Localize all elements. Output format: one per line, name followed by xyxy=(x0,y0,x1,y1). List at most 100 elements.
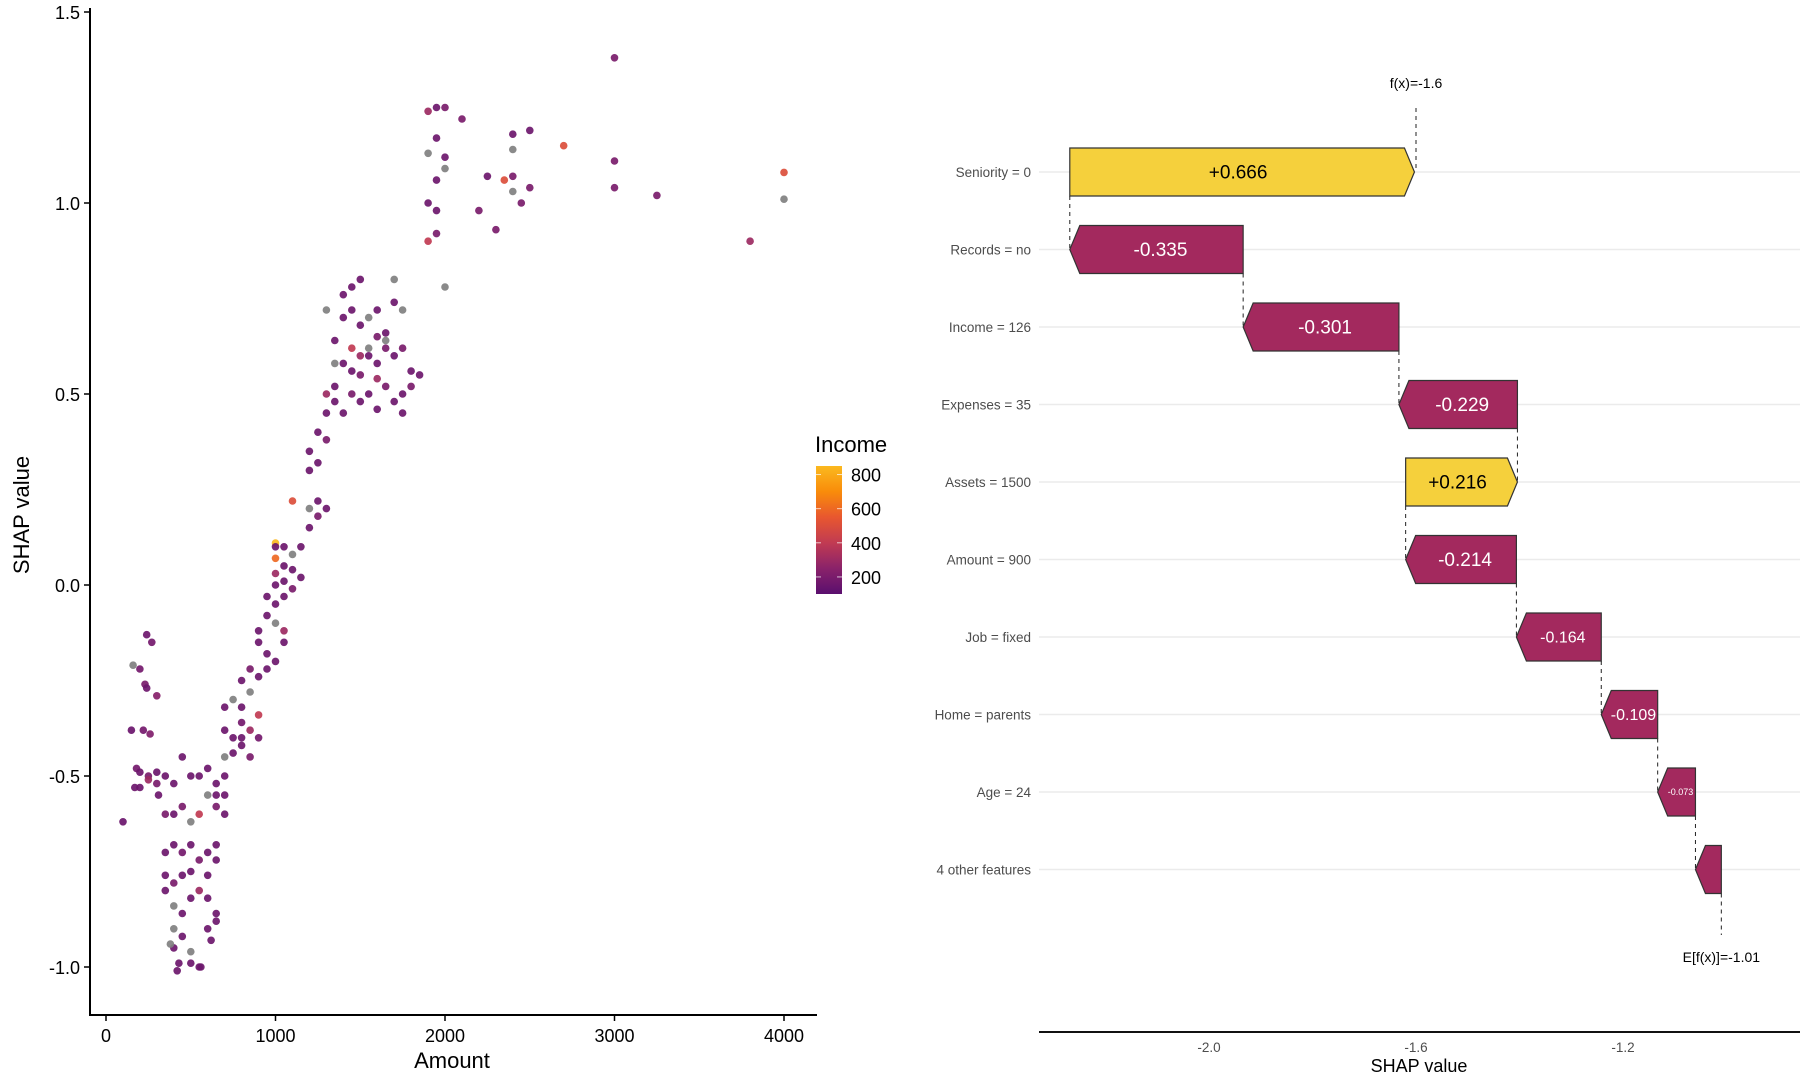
fx-annotation: f(x)=-1.6 xyxy=(1390,75,1443,91)
scatter-point xyxy=(509,172,517,181)
scatter-point xyxy=(364,344,373,353)
colorbar-tick-label: 400 xyxy=(851,534,881,554)
scatter-point xyxy=(136,665,144,673)
waterfall-feature-label: 4 other features xyxy=(936,863,1031,878)
waterfall-bar-label: +0.216 xyxy=(1428,473,1487,494)
scatter-point xyxy=(314,497,322,505)
scatter-point xyxy=(161,886,170,895)
scatter-point xyxy=(127,726,136,734)
waterfall-feature-label: Expenses = 35 xyxy=(941,398,1031,413)
scatter-point xyxy=(173,967,181,975)
scatter-point xyxy=(212,791,220,799)
scatter-point xyxy=(373,374,382,383)
scatter-point xyxy=(271,569,280,578)
scatter-point xyxy=(146,730,154,738)
scatter-points xyxy=(119,54,788,975)
scatter-point xyxy=(136,768,144,776)
scatter-y-tick-label: -0.5 xyxy=(49,767,80,787)
scatter-point xyxy=(212,909,220,918)
scatter-point xyxy=(178,848,187,857)
colorbar-tick-label: 600 xyxy=(851,500,881,520)
scatter-point xyxy=(390,397,399,406)
scatter-point xyxy=(271,657,280,666)
scatter-point xyxy=(203,791,212,799)
scatter-point xyxy=(237,703,246,711)
scatter-point xyxy=(322,504,331,513)
scatter-point xyxy=(271,581,280,589)
waterfall-bars: +0.666 -0.335 -0.301 -0.229 +0.216 -0.214 -0.1… xyxy=(1069,147,1722,895)
scatter-point xyxy=(178,871,187,880)
scatter-point xyxy=(254,638,263,647)
scatter-y-tick-label: 0.5 xyxy=(55,385,80,405)
colorbar-tick-label: 800 xyxy=(851,466,881,486)
scatter-point xyxy=(390,352,399,360)
scatter-point xyxy=(364,313,373,322)
waterfall-feature-label: Home = parents xyxy=(935,708,1032,723)
scatter-point xyxy=(139,726,148,734)
scatter-point xyxy=(119,818,127,826)
scatter-point xyxy=(203,871,212,880)
scatter-point xyxy=(203,848,212,857)
scatter-point xyxy=(780,168,788,177)
scatter-point xyxy=(314,512,322,520)
scatter-point xyxy=(441,103,449,112)
waterfall-x-tick-label: -1.6 xyxy=(1404,1040,1427,1055)
scatter-point xyxy=(610,157,619,165)
scatter-point xyxy=(246,688,254,696)
scatter-point xyxy=(398,306,407,314)
scatter-point xyxy=(237,734,246,742)
scatter-point xyxy=(161,848,170,857)
scatter-point xyxy=(381,382,390,391)
scatter-point xyxy=(170,779,178,788)
scatter-point xyxy=(398,344,407,353)
scatter-point xyxy=(526,183,534,192)
waterfall-bar-label: -0.164 xyxy=(1540,630,1585,647)
scatter-point xyxy=(220,753,229,761)
scatter-point xyxy=(161,772,170,780)
waterfall-bar xyxy=(1405,457,1519,507)
waterfall-feature-label: Assets = 1500 xyxy=(945,475,1031,490)
waterfall-bar xyxy=(1398,379,1519,430)
legend-title: Income xyxy=(815,432,887,457)
scatter-point xyxy=(288,497,297,505)
scatter-point xyxy=(305,504,314,513)
scatter-point xyxy=(187,818,195,826)
scatter-point xyxy=(263,665,271,673)
scatter-point xyxy=(356,275,365,284)
scatter-point xyxy=(509,187,517,196)
scatter-point xyxy=(203,925,212,933)
scatter-point xyxy=(424,107,432,116)
scatter-y-tick-label: 1.0 xyxy=(55,194,80,214)
waterfall-bar-label: -0.335 xyxy=(1134,240,1188,261)
scatter-x-tick-label: 3000 xyxy=(594,1026,634,1046)
scatter-point xyxy=(178,753,187,761)
scatter-point xyxy=(178,802,187,811)
scatter-point xyxy=(280,543,288,551)
scatter-point xyxy=(220,772,229,780)
scatter-point xyxy=(424,237,432,245)
scatter-point xyxy=(170,810,178,818)
scatter-point xyxy=(254,711,263,719)
scatter-point xyxy=(390,298,399,307)
scatter-point xyxy=(153,779,161,788)
scatter-point xyxy=(280,627,288,635)
scatter-point xyxy=(170,925,178,933)
colorbar xyxy=(816,466,842,594)
scatter-point xyxy=(381,336,390,345)
scatter-point xyxy=(475,206,483,215)
scatter-point xyxy=(610,54,619,62)
waterfall-bar-label: -0.229 xyxy=(1435,395,1489,416)
scatter-point xyxy=(263,611,271,620)
scatter-point xyxy=(746,237,754,245)
scatter-point xyxy=(509,130,517,138)
scatter-point xyxy=(220,726,229,734)
income-legend: Income 200 400 600 800 xyxy=(815,432,887,594)
scatter-plot: -1.0 -0.5 0.0 0.5 1.0 1.5 0 1000 2000 3000 4000 A… xyxy=(9,3,887,1073)
waterfall-bar xyxy=(1657,767,1697,817)
scatter-point xyxy=(195,772,203,780)
scatter-point xyxy=(203,894,212,902)
scatter-point xyxy=(187,894,195,902)
scatter-point xyxy=(229,734,237,742)
scatter-point xyxy=(178,909,187,918)
scatter-point xyxy=(305,466,314,475)
